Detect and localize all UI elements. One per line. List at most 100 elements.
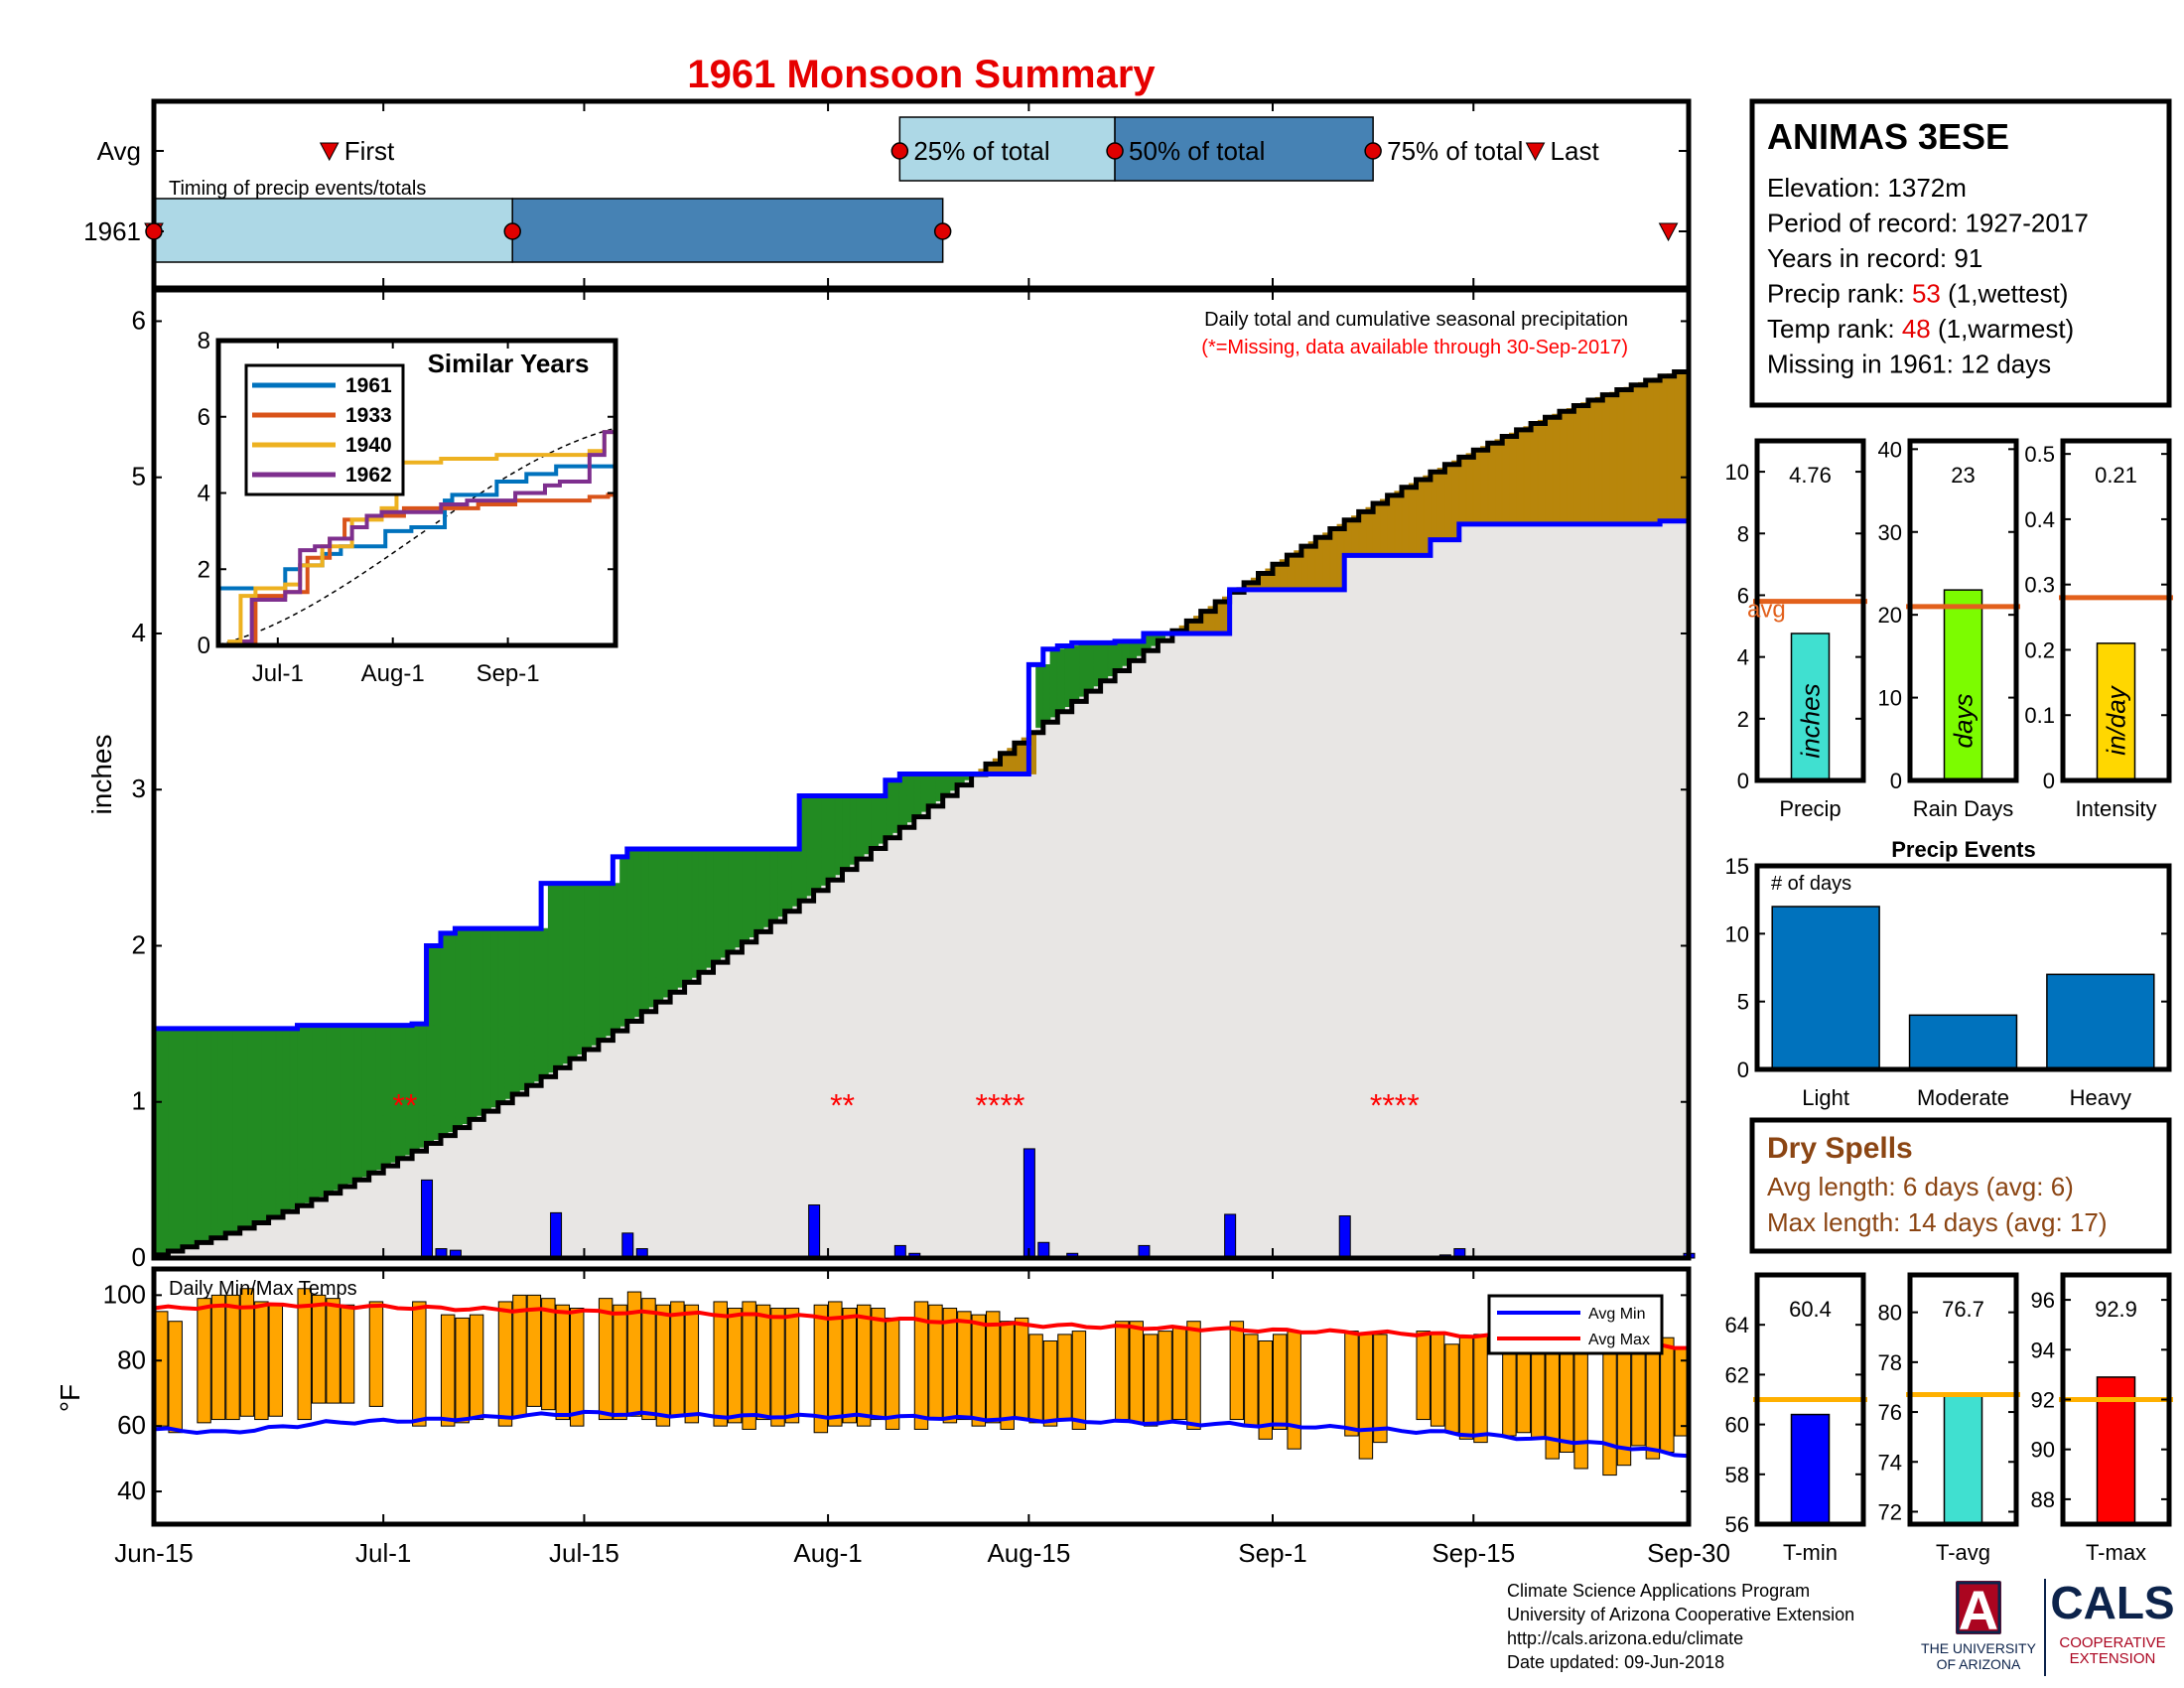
events-category-label: Light xyxy=(1802,1085,1849,1110)
t_avg-frame xyxy=(1907,1272,2019,1527)
cals-line1: COOPERATIVE xyxy=(2059,1634,2165,1651)
daily-temp-bar xyxy=(828,1301,843,1427)
temps-x-tick-label: Jun-15 xyxy=(114,1538,194,1568)
missing-data-marker: ** xyxy=(392,1088,417,1124)
inset-title: Similar Years xyxy=(428,349,590,378)
t_max-value-label: 92.9 xyxy=(2095,1297,2137,1322)
precip_total-bar-text: inches xyxy=(1796,683,1826,758)
daily-temp-bar xyxy=(210,1294,226,1421)
page-title: 1961 Monsoon Summary xyxy=(687,53,1156,96)
temps-y-tick-label: 80 xyxy=(117,1344,146,1374)
intensity-y-tick-label: 0.1 xyxy=(2024,703,2055,728)
events-y-tick-label: 15 xyxy=(1725,854,1749,879)
precip_total-avg-label: avg xyxy=(1747,597,1786,624)
intensity-x-label: Intensity xyxy=(2076,796,2157,821)
daily-temp-bar xyxy=(1631,1346,1646,1447)
events-bar-moderate xyxy=(1908,1014,2018,1070)
legend-avg-min-label: Avg Min xyxy=(1588,1306,1646,1323)
daily-temp-bar xyxy=(684,1304,700,1424)
daily-temp-bar xyxy=(655,1304,671,1427)
temps-title: Daily Min/Max Temps xyxy=(169,1278,357,1300)
temps-legend-box xyxy=(1487,1294,1664,1355)
daily-temp-bar xyxy=(340,1304,355,1404)
year-first-dot xyxy=(145,222,163,240)
t_min-y-tick-label: 58 xyxy=(1725,1463,1749,1487)
inset-y-tick-label: 8 xyxy=(198,328,210,354)
temps-y-tick-label: 100 xyxy=(103,1279,146,1309)
daily-temp-bar xyxy=(154,1311,169,1427)
inset-legend-label-1961: 1961 xyxy=(345,374,392,397)
daily-temp-bar xyxy=(856,1304,872,1427)
dry-spells-max-length: Max length: 14 days (avg: 17) xyxy=(1767,1207,2108,1237)
precip_total-y-tick-label: 6 xyxy=(1737,583,1749,608)
daily-temp-bar xyxy=(755,1304,771,1421)
daily-temp-bar xyxy=(1244,1334,1259,1427)
year-last-marker xyxy=(1658,222,1679,242)
precip_total-y-tick-label: 0 xyxy=(1737,769,1749,793)
daily-temp-bar xyxy=(1171,1327,1187,1421)
footer-line: Date updated: 09-Jun-2018 xyxy=(1507,1652,1724,1672)
station-info-box xyxy=(1749,98,2172,408)
station-info-line: Elevation: 1372m xyxy=(1767,173,1967,203)
daily-temp-bar xyxy=(239,1288,255,1417)
precip-plot-frame xyxy=(151,287,1692,1261)
precip_total-x-label: Precip xyxy=(1779,796,1841,821)
rain_days-y-tick-label: 10 xyxy=(1878,686,1902,711)
daily-temp-bar xyxy=(1444,1343,1459,1434)
events-category-label: Heavy xyxy=(2070,1085,2131,1110)
avg-50-label: 50% of total xyxy=(1129,136,1265,166)
daily-precip-bar xyxy=(550,1211,563,1259)
daily-temp-bar xyxy=(497,1301,513,1427)
precip-y-tick-label: 6 xyxy=(132,305,146,335)
precip-y-tick-label: 1 xyxy=(132,1086,146,1116)
daily-precip-bar xyxy=(1023,1148,1035,1259)
daily-temp-bar xyxy=(784,1308,800,1424)
avg-25-50-bar xyxy=(898,116,1116,182)
avg-75-label: 75% of total xyxy=(1387,136,1523,166)
missing-data-marker: ** xyxy=(830,1088,855,1124)
avg-75-marker xyxy=(1364,142,1382,160)
daily-temp-bar xyxy=(713,1301,728,1427)
rain_days-x-label: Rain Days xyxy=(1913,796,2013,821)
inset-legend-label-1962: 1962 xyxy=(345,464,392,487)
station-info-line: Precip rank: 53 (1,wettest) xyxy=(1767,279,2068,309)
similar-year-line-1962 xyxy=(218,428,617,647)
daily-temp-bar xyxy=(626,1291,642,1417)
daily-temp-bar xyxy=(455,1317,470,1424)
ua-logo-block xyxy=(1956,1581,2001,1634)
events-annotation: # of days xyxy=(1771,873,1851,895)
precip-y-tick-label: 4 xyxy=(132,618,146,647)
inset-legend-label-1933: 1933 xyxy=(345,404,392,427)
cumulative-base-area xyxy=(154,514,1689,1258)
avg-last-label: Last xyxy=(1551,136,1600,166)
t_min-y-tick-label: 56 xyxy=(1725,1512,1749,1537)
daily-temp-bar xyxy=(197,1298,211,1424)
daily-temp-bar xyxy=(1071,1331,1087,1430)
temps-x-tick-label: Sep-1 xyxy=(1238,1538,1306,1568)
t_max-y-tick-label: 96 xyxy=(2031,1288,2055,1313)
inset-x-tick-label: Jul-1 xyxy=(252,660,304,687)
daily-temp-bar xyxy=(957,1311,972,1421)
temps-x-tick-label: Jul-1 xyxy=(355,1538,411,1568)
timing-caption: Timing of precip events/totals xyxy=(169,178,426,200)
daily-temp-bar xyxy=(326,1298,341,1404)
station-name: ANIMAS 3ESE xyxy=(1767,116,2009,157)
events-frame xyxy=(1754,863,2172,1072)
daily-temp-bar xyxy=(1229,1321,1245,1421)
daily-temp-bar xyxy=(1000,1321,1015,1430)
daily-precip-bar xyxy=(421,1179,434,1259)
daily-temp-bar xyxy=(1272,1334,1288,1430)
precip-y-tick-label: 3 xyxy=(132,774,146,803)
avg-25-marker xyxy=(890,142,909,160)
temps-x-tick-label: Jul-15 xyxy=(549,1538,619,1568)
precip_total-y-tick-label: 8 xyxy=(1737,521,1749,546)
daily-temp-bar xyxy=(1531,1346,1546,1440)
daily-temp-bar xyxy=(254,1301,269,1421)
daily-temp-bar xyxy=(311,1294,327,1404)
rain_days-y-tick-label: 0 xyxy=(1890,769,1902,793)
inset-legend-label-1940: 1940 xyxy=(345,434,392,457)
inset-x-tick-label: Aug-1 xyxy=(361,660,425,687)
temps-x-tick-label: Aug-15 xyxy=(987,1538,1070,1568)
events-bar-light xyxy=(1771,906,1880,1070)
t_min-frame xyxy=(1754,1272,1866,1527)
